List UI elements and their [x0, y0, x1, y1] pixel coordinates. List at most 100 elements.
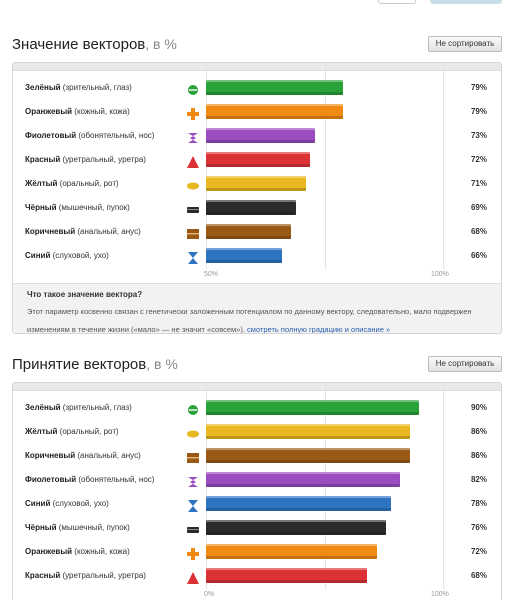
vector-description: (мышечный, пупок) — [56, 523, 130, 532]
vector-description: (слуховой, ухо) — [50, 499, 109, 508]
gridline — [324, 63, 326, 269]
panel-top-band — [13, 63, 501, 71]
brown-square-icon — [187, 227, 199, 239]
vector-label: Чёрный (мышечный, пупок) — [25, 203, 130, 212]
vector-label: Фиолетовый (обонятельный, нос) — [25, 475, 154, 484]
vector-label: Жёлтый (оральный, рот) — [25, 179, 119, 188]
no-sort-button[interactable]: Не сортировать — [428, 36, 502, 52]
section-title: Значение векторов, в % — [12, 36, 177, 53]
vector-percent: 69% — [470, 203, 487, 212]
vector-row: Оранжевый (кожный, кожа) 72% — [13, 541, 501, 565]
info-note: Что такое значение вектора? Этот параметр… — [13, 283, 501, 334]
vector-name: Чёрный — [25, 203, 57, 212]
vector-name: Коричневый — [25, 227, 76, 236]
vector-name: Фиолетовый — [25, 131, 77, 140]
vector-percent: 86% — [470, 427, 487, 436]
black-bar-icon — [187, 203, 199, 215]
top-tab-fragment[interactable] — [430, 0, 502, 4]
vector-name: Жёлтый — [25, 427, 58, 436]
vector-label: Жёлтый (оральный, рот) — [25, 427, 119, 436]
vector-label: Коричневый (анальный, анус) — [25, 451, 141, 460]
vector-row: Коричневый (анальный, анус) 68% — [13, 221, 501, 245]
vector-description: (уретральный, уретра) — [60, 155, 146, 164]
yellow-ellipse-icon — [187, 427, 199, 439]
vector-bar — [206, 248, 282, 263]
vector-bar — [206, 224, 292, 239]
vector-label: Красный (уретральный, уретра) — [25, 155, 146, 164]
vector-bar — [206, 496, 391, 511]
section-vector-acceptance: Принятие векторов, в % Не сортировать Зе… — [0, 356, 518, 600]
vector-row: Коричневый (анальный, анус) 86% — [13, 445, 501, 469]
vector-row: Красный (уретральный, уретра) 68% — [13, 565, 501, 589]
vector-label: Зелёный (зрительный, глаз) — [25, 83, 132, 92]
gridline — [443, 63, 444, 269]
section-title: Принятие векторов, в % — [12, 356, 178, 373]
vector-bar — [206, 80, 344, 95]
vector-name: Фиолетовый — [25, 475, 77, 484]
vector-percent: 68% — [470, 571, 487, 580]
vector-description: (мышечный, пупок) — [56, 203, 130, 212]
axis-label-min: 50% — [204, 271, 219, 278]
vector-label: Чёрный (мышечный, пупок) — [25, 523, 130, 532]
vector-description: (обонятельный, нос) — [76, 475, 155, 484]
top-button-fragment[interactable] — [378, 0, 416, 4]
vector-label: Оранжевый (кожный, кожа) — [25, 107, 130, 116]
vector-row: Синий (слуховой, ухо) 66% — [13, 245, 501, 269]
violet-zigzag-icon — [187, 475, 199, 487]
no-sort-button[interactable]: Не сортировать — [428, 356, 502, 372]
vector-row: Жёлтый (оральный, рот) 71% — [13, 173, 501, 197]
vector-name: Оранжевый — [25, 547, 73, 556]
section-header: Значение векторов, в % Не сортировать — [0, 36, 518, 56]
vector-row: Оранжевый (кожный, кожа) 79% — [13, 101, 501, 125]
axis-label-max: 100% — [431, 271, 449, 278]
brown-square-icon — [187, 451, 199, 463]
note-body: Этот параметр косвенно связан с генетиче… — [27, 307, 472, 334]
vector-row: Фиолетовый (обонятельный, нос) 82% — [13, 469, 501, 493]
vector-bar — [206, 520, 387, 535]
axis-label-max: 100% — [431, 591, 449, 598]
vector-label: Синий (слуховой, ухо) — [25, 499, 109, 508]
vector-row: Фиолетовый (обонятельный, нос) 73% — [13, 125, 501, 149]
red-triangle-icon — [187, 571, 199, 584]
vector-name: Синий — [25, 499, 51, 508]
black-bar-icon — [187, 523, 199, 535]
vector-row: Чёрный (мышечный, пупок) 76% — [13, 517, 501, 541]
vector-bar — [206, 400, 420, 415]
vector-description: (оральный, рот) — [57, 427, 119, 436]
vector-percent: 68% — [470, 227, 487, 236]
vector-bar — [206, 472, 401, 487]
vector-description: (зрительный, глаз) — [60, 403, 132, 412]
vector-name: Синий — [25, 251, 51, 260]
vector-name: Оранжевый — [25, 107, 73, 116]
full-gradation-link[interactable]: смотреть полную градацию и описание » — [247, 325, 391, 334]
vector-percent: 73% — [470, 131, 487, 140]
orange-cross-icon — [187, 547, 199, 560]
vector-name: Коричневый — [25, 451, 76, 460]
green-circle-icon — [187, 403, 199, 415]
vector-name: Зелёный — [25, 83, 61, 92]
vector-row: Зелёный (зрительный, глаз) 79% — [13, 77, 501, 101]
orange-cross-icon — [187, 107, 199, 120]
vector-description: (слуховой, ухо) — [50, 251, 109, 260]
vector-name: Зелёный — [25, 403, 61, 412]
vector-name: Красный — [25, 571, 61, 580]
vector-description: (кожный, кожа) — [72, 547, 130, 556]
green-circle-icon — [187, 83, 199, 95]
vector-description: (зрительный, глаз) — [60, 83, 132, 92]
vector-bar — [206, 568, 368, 583]
vector-description: (оральный, рот) — [57, 179, 119, 188]
vector-row: Жёлтый (оральный, рот) 86% — [13, 421, 501, 445]
vector-bar — [206, 104, 344, 119]
section-header: Принятие векторов, в % Не сортировать — [0, 356, 518, 376]
vector-percent: 78% — [470, 499, 487, 508]
vector-label: Коричневый (анальный, анус) — [25, 227, 141, 236]
vector-row: Чёрный (мышечный, пупок) 69% — [13, 197, 501, 221]
vector-percent: 66% — [470, 251, 487, 260]
vector-row: Зелёный (зрительный, глаз) 90% — [13, 397, 501, 421]
vector-percent: 86% — [470, 451, 487, 460]
vector-percent: 79% — [470, 107, 487, 116]
vector-values-panel: Зелёный (зрительный, глаз) 79% Оранжевый (… — [12, 62, 502, 334]
vector-description: (анальный, анус) — [75, 227, 141, 236]
vector-percent: 71% — [470, 179, 487, 188]
vector-acceptance-panel: Зелёный (зрительный, глаз) 90% Жёлтый (ора… — [12, 382, 502, 600]
